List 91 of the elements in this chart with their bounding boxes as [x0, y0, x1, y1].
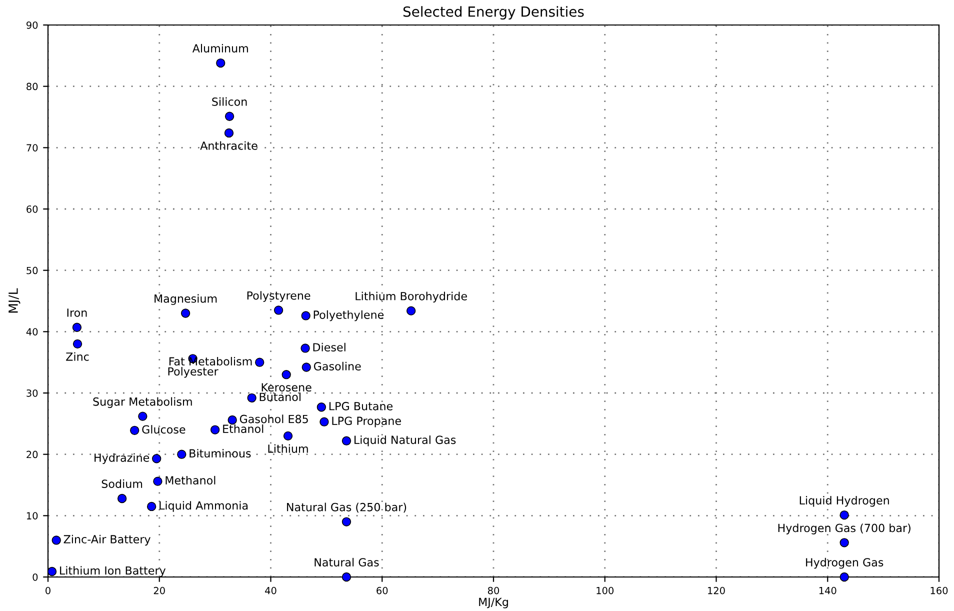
point	[72, 339, 82, 349]
y-axis-title: MJ/L	[8, 288, 20, 313]
annotation: Methanol	[166, 476, 216, 485]
y-tick-label: 10	[26, 512, 38, 520]
annotation: Polyethylene	[314, 310, 384, 322]
point	[840, 538, 849, 548]
x-tick-label: 40	[265, 586, 276, 594]
annotation: Hydrogen Gas	[806, 558, 884, 569]
point	[316, 402, 326, 412]
x-tick-label: 0	[46, 586, 50, 594]
point	[117, 494, 127, 504]
annotation: Lithium Borohydride	[356, 292, 467, 302]
annotation: Fat Metabolism	[169, 356, 252, 366]
annotation: LPG Butane	[329, 402, 393, 410]
x-tick-label: 160	[930, 586, 948, 594]
annotation: Diesel	[313, 342, 346, 352]
annotation: Liquid Ammonia	[160, 501, 248, 512]
point	[228, 415, 237, 425]
point	[153, 476, 162, 486]
x-tick-label: 100	[596, 586, 614, 594]
point	[138, 412, 148, 421]
annotation: Iron	[67, 308, 87, 317]
point	[247, 393, 256, 402]
annotation: Polyester	[168, 366, 218, 378]
annotation: Sugar Metabolism	[93, 397, 192, 408]
point	[180, 308, 190, 318]
point	[210, 425, 220, 434]
annotation: Zinc-Air Battery	[64, 534, 150, 546]
annotation: Ethanol	[223, 424, 264, 434]
x-tick-label: 20	[154, 586, 165, 594]
point	[840, 510, 849, 520]
point	[840, 572, 849, 582]
y-tick-label: 0	[32, 573, 38, 581]
x-tick-label: 80	[488, 586, 500, 594]
point	[72, 322, 82, 332]
point	[301, 311, 310, 320]
annotation: Natural Gas	[314, 558, 379, 567]
annotation: Gasohol E85	[240, 414, 308, 424]
annotation: Aluminum	[192, 44, 248, 53]
y-tick-label: 70	[26, 144, 38, 152]
y-tick-label: 80	[26, 82, 38, 90]
point	[342, 436, 352, 446]
point	[224, 112, 234, 121]
point	[342, 517, 352, 526]
annotation: Lithium	[268, 444, 308, 453]
annotation: Liquid Hydrogen	[800, 496, 889, 507]
point	[274, 306, 284, 315]
y-tick-label: 50	[26, 266, 38, 274]
annotation: Liquid Natural Gas	[354, 435, 456, 446]
y-tick-label: 90	[26, 21, 38, 29]
point	[255, 358, 264, 367]
annotation: Hydrazine	[94, 453, 150, 464]
x-tick-label: 140	[819, 586, 836, 594]
annotation: Butanol	[260, 392, 300, 402]
y-tick-label: 60	[26, 205, 38, 213]
point	[146, 502, 156, 512]
y-tick-label: 20	[26, 450, 38, 458]
y-tick-label: 30	[26, 389, 38, 397]
annotation: Silicon	[212, 97, 247, 106]
annotation: Polystyrene	[247, 291, 310, 302]
point	[224, 128, 234, 138]
annotation: Gasoline	[314, 362, 361, 370]
chart-title: Selected Energy Densities	[403, 6, 584, 20]
annotation: Kerosene	[262, 383, 312, 392]
point	[300, 344, 310, 353]
point	[130, 426, 140, 435]
annotation: Anthracite	[200, 141, 258, 150]
point	[152, 454, 162, 464]
annotation: Zinc	[66, 352, 89, 361]
x-tick-label: 60	[376, 586, 388, 594]
point	[406, 306, 416, 316]
annotation: Bituminous	[190, 448, 251, 458]
annotation: Hydrogen Gas (700 bar)	[778, 524, 910, 534]
point	[283, 431, 293, 441]
annotation: LPG Propane	[332, 416, 401, 428]
point	[47, 566, 57, 576]
annotation: Lithium Ion Battery	[60, 566, 166, 577]
point	[302, 362, 311, 372]
x-axis-title: MJ/Kg	[479, 598, 508, 608]
point	[342, 572, 352, 582]
y-tick-label: 40	[26, 328, 38, 336]
point	[52, 536, 61, 545]
point	[216, 58, 226, 68]
annotation: Sodium	[102, 479, 142, 488]
point	[320, 417, 329, 426]
annotation: Magnesium	[154, 294, 217, 305]
annotation: Natural Gas (250 bar)	[287, 502, 406, 513]
point	[177, 450, 186, 459]
point	[282, 370, 291, 380]
annotation: Glucose	[142, 425, 186, 434]
x-tick-label: 120	[708, 586, 725, 594]
